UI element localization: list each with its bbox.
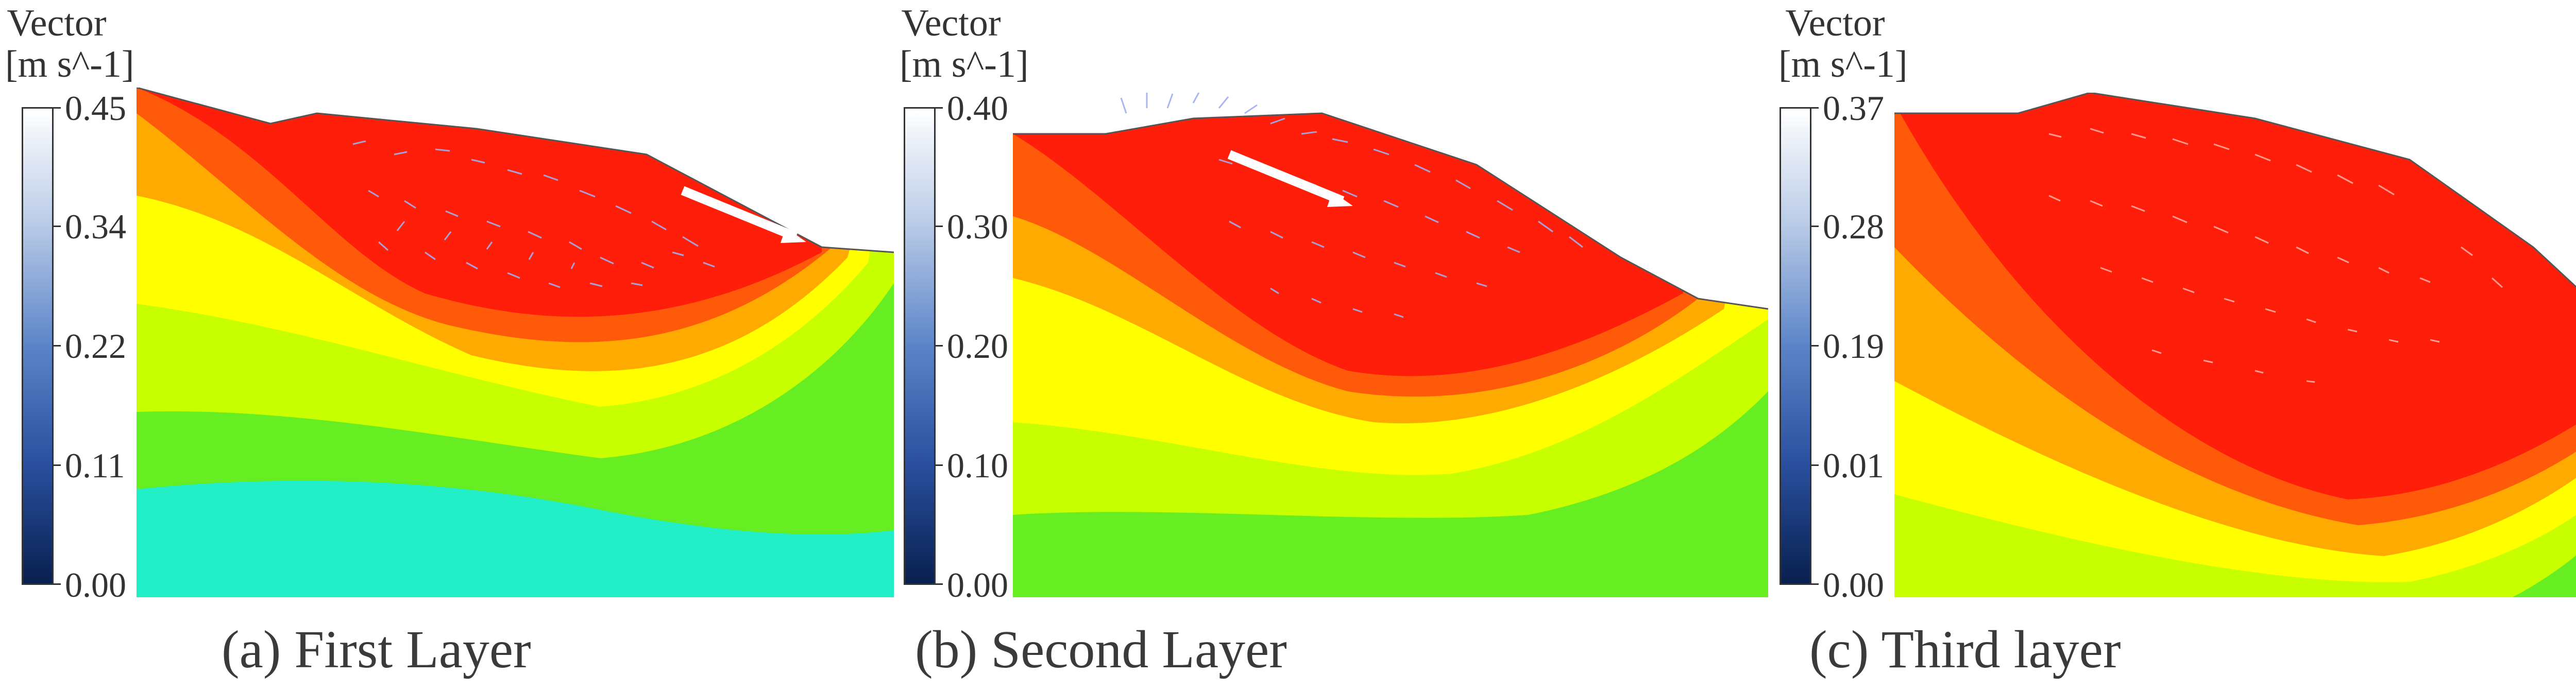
legend-tick-3: 0.22 <box>65 326 126 366</box>
flow-arrow <box>1227 150 1345 205</box>
panel-c: Vector [m s^-1] 0.37 0.28 0.19 0.01 0.00 <box>1768 0 2576 692</box>
legend-tick-mark <box>1811 226 1819 227</box>
panel-a: Vector [m s^-1] 0.45 0.34 0.22 0.11 0.00 <box>0 0 894 692</box>
legend-title-line2: [m s^-1] <box>5 43 134 85</box>
legend-tick-max: 0.37 <box>1823 89 1884 128</box>
legend-tick-mark <box>54 107 61 109</box>
legend-tick-mark <box>936 107 943 109</box>
contour-plot-b <box>1013 93 1768 597</box>
legend-tick-mark <box>1811 583 1819 585</box>
legend-tick-max: 0.40 <box>947 89 1008 128</box>
legend-tick-mark <box>54 345 61 347</box>
legend-tick-min: 0.00 <box>65 565 126 604</box>
legend-tick-mark <box>54 583 61 585</box>
legend-title-line1: Vector <box>7 2 107 44</box>
caption-a: (a) First Layer <box>222 620 531 679</box>
legend-tick-3: 0.19 <box>1823 326 1884 366</box>
legend-title-line1: Vector <box>1785 2 1885 44</box>
legend-title: Vector [m s^-1] <box>5 2 134 85</box>
legend-tick-4: 0.10 <box>947 446 1008 485</box>
legend-tick-min: 0.00 <box>947 565 1008 604</box>
legend-tick-3: 0.20 <box>947 326 1008 366</box>
legend-tick-mark <box>54 464 61 466</box>
velocity-vectors <box>352 140 715 288</box>
legend-tick-mark <box>936 345 943 347</box>
contour-plot-c <box>1894 93 2576 597</box>
caption-b: (b) Second Layer <box>915 620 1287 679</box>
legend-colorbar <box>22 107 54 585</box>
velocity-vectors <box>2048 128 2503 383</box>
legend-tick-mark <box>1811 345 1819 347</box>
legend-title-line2: [m s^-1] <box>900 43 1029 85</box>
boundary-line <box>137 88 894 253</box>
velocity-vectors <box>1120 93 1583 318</box>
flow-arrow <box>2408 145 2488 174</box>
legend-tick-2: 0.34 <box>65 207 126 246</box>
contour-plot-a <box>137 88 894 597</box>
legend-tick-mark <box>936 226 943 227</box>
legend-title: Vector [m s^-1] <box>900 2 1029 85</box>
legend-tick-min: 0.00 <box>1823 565 1884 604</box>
flow-arrow-head <box>781 228 806 243</box>
flow-arrow-head <box>1327 192 1353 207</box>
legend-tick-mark <box>54 226 61 227</box>
legend-colorbar <box>1780 107 1811 585</box>
legend-title-line2: [m s^-1] <box>1778 43 1908 85</box>
caption-c: (c) Third layer <box>1809 620 2121 679</box>
legend-tick-2: 0.30 <box>947 207 1008 246</box>
legend-tick-2: 0.28 <box>1823 207 1884 246</box>
legend-colorbar <box>904 107 936 585</box>
flow-arrow-head <box>2474 162 2500 178</box>
boundary-line <box>1894 93 2576 288</box>
legend-title: Vector [m s^-1] <box>1778 2 1908 85</box>
panel-b: Vector [m s^-1] 0.40 0.30 0.20 0.10 0.00 <box>884 0 1768 692</box>
legend-tick-mark <box>1811 107 1819 109</box>
legend-tick-mark <box>936 583 943 585</box>
flow-arrow <box>681 186 798 241</box>
legend-tick-mark <box>1811 464 1819 466</box>
legend-tick-4: 0.11 <box>65 446 125 485</box>
boundary-line <box>1013 112 1768 310</box>
legend-tick-4: 0.01 <box>1823 446 1884 485</box>
legend-tick-max: 0.45 <box>65 89 126 128</box>
legend-tick-mark <box>936 464 943 466</box>
legend-title-line1: Vector <box>901 2 1001 44</box>
